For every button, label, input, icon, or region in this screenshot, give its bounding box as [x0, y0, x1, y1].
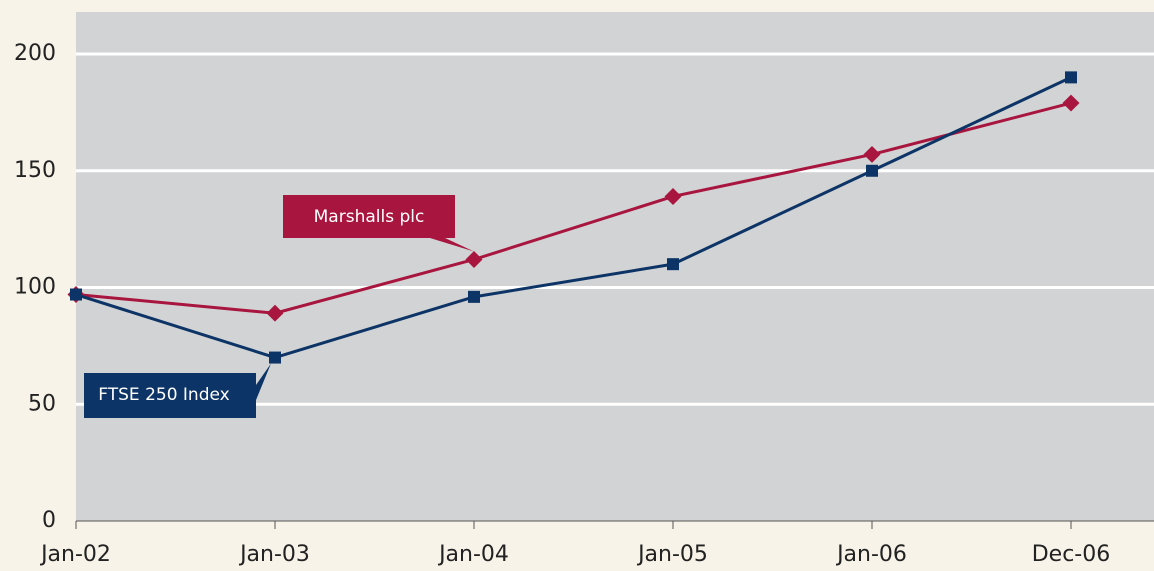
x-tick-label: Dec-06: [1032, 542, 1111, 567]
marker: [1065, 71, 1077, 84]
grid: 0 50 100 150 200 Jan-02 Jan-03 Jan-04 Jan-05 Jan-…: [14, 41, 1154, 567]
x-tick-label: Jan-06: [835, 542, 907, 567]
x-tick-label: Jan-03: [238, 542, 310, 567]
x-tick-label: Jan-04: [437, 542, 509, 567]
legend-label: Marshalls plc: [314, 207, 425, 227]
lines: [67, 71, 1080, 364]
y-tick-label: 200: [14, 41, 56, 66]
marker: [266, 304, 284, 322]
legend-label: FTSE 250 Index: [98, 385, 229, 405]
callout-box: [283, 195, 474, 252]
marker: [667, 258, 679, 271]
plot-area: [76, 12, 1154, 521]
series-line: [75, 101, 1072, 315]
marker: [269, 351, 281, 364]
y-tick-label: 150: [14, 158, 56, 183]
marker: [664, 187, 682, 205]
labels: Marshalls plc FTSE 250 Index: [84, 195, 474, 418]
y-tick-label: 50: [28, 391, 56, 416]
callout-box: [84, 363, 271, 418]
x-tick-label: Jan-05: [636, 542, 708, 567]
marker: [465, 251, 483, 268]
marker: [468, 290, 480, 303]
marker: [866, 164, 878, 177]
y-tick-label: 100: [14, 275, 56, 300]
x-tick-label: Jan-02: [39, 542, 111, 567]
marker: [863, 145, 881, 163]
y-tick-label: 0: [42, 508, 56, 533]
series-line: [75, 76, 1072, 360]
marker: [70, 288, 82, 301]
